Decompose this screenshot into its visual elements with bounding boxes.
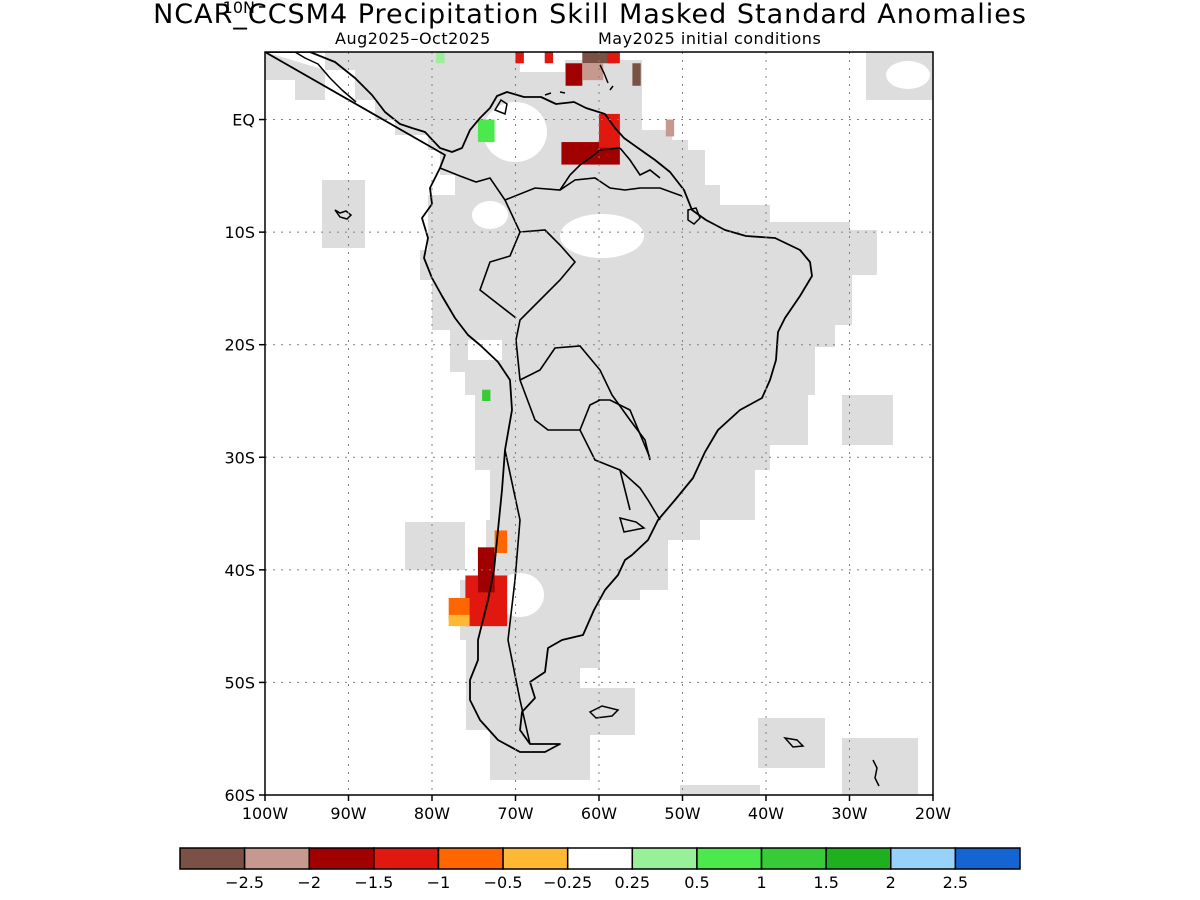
colorbar-swatch xyxy=(954,847,1021,870)
colorbar-swatch xyxy=(308,847,375,870)
anomaly-patch xyxy=(515,52,524,64)
anomaly-patch xyxy=(665,119,675,137)
lon-tick-label: 30W xyxy=(831,804,867,823)
lon-tick-label: 80W xyxy=(414,804,450,823)
forecast-period: Aug2025–Oct2025 xyxy=(335,29,491,48)
anomaly-patch xyxy=(477,119,495,143)
lat-tick-label: EQ xyxy=(232,111,255,130)
anomaly-patch xyxy=(490,0,511,18)
anomaly-patches xyxy=(436,0,675,627)
colorbar: −2.5 −2 −1.5 −1 −0.5 −0.25 0.25 0.5 1 1.5 2 2.5 xyxy=(179,847,1021,892)
colorbar-label: −2.5 xyxy=(225,873,264,892)
colorbar-label: 0.25 xyxy=(614,873,650,892)
colorbar-label: −1 xyxy=(427,873,451,892)
near-zero-halo xyxy=(472,61,930,617)
lat-tick-label: 60S xyxy=(224,786,255,805)
anomaly-patch xyxy=(470,10,483,21)
coastlines xyxy=(265,52,813,753)
colorbar-swatch xyxy=(243,847,310,870)
lon-tick-label: 100W xyxy=(242,804,289,823)
lon-tick-label: 70W xyxy=(497,804,533,823)
anomaly-patch xyxy=(448,614,470,627)
anomaly-patch xyxy=(632,63,641,86)
colorbar-swatch xyxy=(566,847,634,870)
lat-tick-label: 50S xyxy=(224,673,255,692)
axis-ticks xyxy=(259,6,934,801)
colorbar-swatch xyxy=(760,847,827,870)
anomaly-patch xyxy=(482,389,491,401)
colorbar-label: 0.5 xyxy=(684,873,709,892)
lon-tick-label: 90W xyxy=(330,804,366,823)
colorbar-label: 1 xyxy=(756,873,766,892)
anomaly-patch xyxy=(599,113,620,148)
colorbar-swatch xyxy=(179,847,246,870)
map-title: NCAR_CCSM4 Precipitation Skill Masked St… xyxy=(153,0,1027,30)
lat-tick-label: 10S xyxy=(224,223,255,242)
anomaly-patch xyxy=(544,52,554,64)
anomaly-patch xyxy=(582,52,616,64)
initial-conditions: May2025 initial conditions xyxy=(598,29,822,48)
lat-tick-label: 20S xyxy=(224,336,255,355)
lat-tick-label: 40S xyxy=(224,561,255,580)
colorbar-label: −1.5 xyxy=(354,873,393,892)
colorbar-label: −2 xyxy=(297,873,321,892)
lon-tick-label: 20W xyxy=(915,804,951,823)
colorbar-swatch xyxy=(825,847,892,870)
anomaly-patch xyxy=(582,63,604,81)
anomaly-patch xyxy=(565,63,583,86)
colorbar-swatch xyxy=(437,847,504,870)
lon-tick-label: 40W xyxy=(748,804,784,823)
lon-tick-label: 50W xyxy=(664,804,700,823)
anomaly-patch xyxy=(436,52,445,64)
islands xyxy=(334,64,880,787)
lat-tick-label: 10N xyxy=(223,0,255,17)
longitude-labels: 100W 90W 80W 70W 60W 50W 40W 30W 20W xyxy=(242,804,951,823)
colorbar-label: 2 xyxy=(886,873,896,892)
anomaly-patch xyxy=(607,52,620,64)
anomaly-patch xyxy=(477,547,495,593)
anomaly-patch xyxy=(478,7,491,24)
anomaly-patch xyxy=(461,31,468,39)
colorbar-label: 1.5 xyxy=(813,873,838,892)
colorbar-label: −0.5 xyxy=(484,873,523,892)
lon-tick-label: 60W xyxy=(581,804,617,823)
country-borders xyxy=(439,147,683,745)
colorbar-swatch xyxy=(890,847,957,870)
colorbar-swatch xyxy=(631,847,698,870)
colorbar-swatch xyxy=(696,847,763,870)
colorbar-swatch xyxy=(373,847,440,870)
colorbar-label: −0.25 xyxy=(543,873,592,892)
anomaly-patch xyxy=(507,1,532,29)
latitude-labels: 10N EQ 10S 20S 30S 40S 50S 60S xyxy=(223,0,255,805)
lat-tick-label: 30S xyxy=(224,448,255,467)
colorbar-swatch xyxy=(502,847,569,870)
colorbar-label: 2.5 xyxy=(943,873,968,892)
